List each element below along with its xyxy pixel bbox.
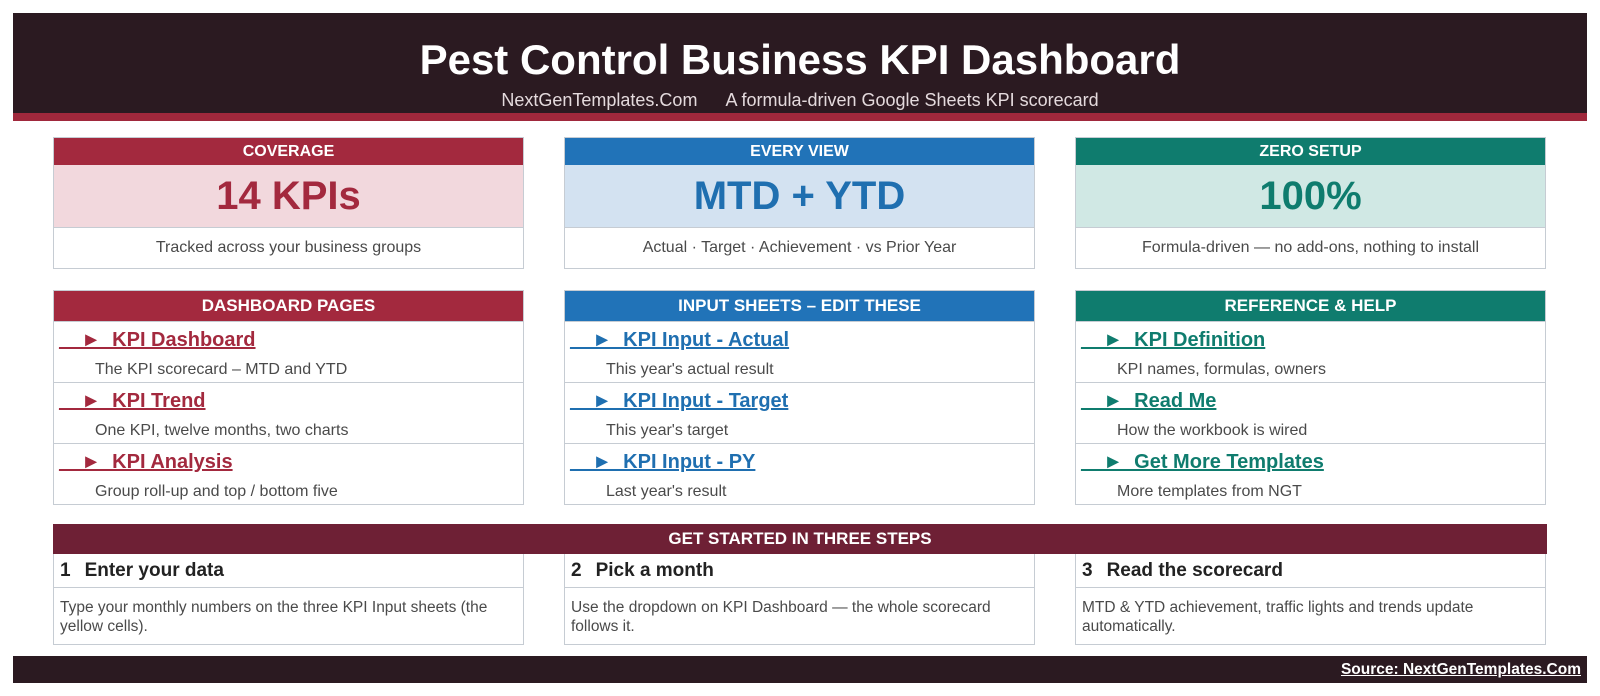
nav-card-caption: INPUT SHEETS – EDIT THESE <box>565 291 1034 321</box>
dashboard-pages-card: DASHBOARD PAGES __►_KPI Dashboard The KP… <box>53 290 524 505</box>
kpi-card-caption: ZERO SETUP <box>1076 138 1545 165</box>
step-card-3: 3 Read the scorecard MTD & YTD achievemen… <box>1075 554 1546 645</box>
nav-item-kpi-dashboard: __►_KPI Dashboard The KPI scorecard – MT… <box>54 321 523 382</box>
nav-item-description: One KPI, twelve months, two charts <box>95 422 349 439</box>
kpi-card-coverage: COVERAGE 14 KPIs Tracked across your bus… <box>53 137 524 269</box>
kpi-definition-link[interactable]: __►_KPI Definition <box>1081 329 1266 351</box>
kpi-card-caption: EVERY VIEW <box>565 138 1034 165</box>
nav-item-description: This year's target <box>606 422 729 439</box>
nav-item-kpi-definition: __►_KPI Definition KPI names, formulas, … <box>1076 321 1545 382</box>
kpi-card-description: Tracked across your business groups <box>54 227 523 268</box>
nav-item-read-me: __►_Read Me How the workbook is wired <box>1076 382 1545 443</box>
nav-item-input-py: __►_KPI Input - PY Last year's result <box>565 443 1034 504</box>
kpi-input-actual-link[interactable]: __►_KPI Input - Actual <box>570 329 790 351</box>
page-title: Pest Control Business KPI Dashboard <box>419 36 1181 83</box>
nav-item-description: How the workbook is wired <box>1117 422 1308 439</box>
header-tagline: A formula-driven Google Sheets KPI score… <box>725 90 1099 110</box>
get-more-templates-link[interactable]: __►_Get More Templates <box>1081 451 1324 473</box>
header-accent-stripe <box>13 113 1587 121</box>
step-heading: 3 Read the scorecard <box>1076 554 1545 588</box>
step-heading: 2 Pick a month <box>565 554 1034 588</box>
step-title: Read the scorecard <box>1106 560 1283 581</box>
footer-bar: Source: NextGenTemplates.Com <box>13 656 1587 683</box>
step-card-1: 1 Enter your data Type your monthly numbe… <box>53 554 524 645</box>
step-card-2: 2 Pick a month Use the dropdown on KPI Da… <box>564 554 1035 645</box>
header-banner: Pest Control Business KPI Dashboard Next… <box>13 13 1587 113</box>
step-body: Use the dropdown on KPI Dashboard — the … <box>571 599 991 635</box>
nav-item-description: Group roll-up and top / bottom five <box>95 483 338 500</box>
kpi-trend-link[interactable]: __►_KPI Trend <box>59 390 206 412</box>
step-title: Pick a month <box>595 560 714 581</box>
site-name: NextGenTemplates.Com <box>501 90 698 110</box>
kpi-card-value: MTD + YTD <box>565 165 1034 227</box>
read-me-link[interactable]: __►_Read Me <box>1081 390 1217 412</box>
source-link[interactable]: Source: NextGenTemplates.Com <box>1340 661 1581 678</box>
steps-heading: GET STARTED IN THREE STEPS <box>53 524 1547 554</box>
nav-card-caption: REFERENCE & HELP <box>1076 291 1545 321</box>
kpi-card-caption: COVERAGE <box>54 138 523 165</box>
reference-help-card: REFERENCE & HELP __►_KPI Definition KPI … <box>1075 290 1546 505</box>
kpi-analysis-link[interactable]: __►_KPI Analysis <box>59 451 233 473</box>
kpi-input-py-link[interactable]: __►_KPI Input - PY <box>570 451 756 473</box>
nav-item-description: Last year's result <box>606 483 727 500</box>
step-number: 2 <box>571 560 582 581</box>
input-sheets-card: INPUT SHEETS – EDIT THESE __►_KPI Input … <box>564 290 1035 505</box>
kpi-dashboard-link[interactable]: __►_KPI Dashboard <box>59 329 256 351</box>
step-body: Type your monthly numbers on the three K… <box>60 599 488 635</box>
nav-item-description: The KPI scorecard – MTD and YTD <box>95 361 348 378</box>
nav-item-kpi-trend: __►_KPI Trend One KPI, twelve months, tw… <box>54 382 523 443</box>
kpi-card-value: 100% <box>1076 165 1545 227</box>
nav-card-caption: DASHBOARD PAGES <box>54 291 523 321</box>
nav-item-description: KPI names, formulas, owners <box>1117 361 1326 378</box>
step-title: Enter your data <box>84 560 224 581</box>
step-heading: 1 Enter your data <box>54 554 523 588</box>
kpi-card-zero-setup: ZERO SETUP 100% Formula-driven — no add-… <box>1075 137 1546 269</box>
nav-item-description: More templates from NGT <box>1117 483 1302 500</box>
kpi-card-every-view: EVERY VIEW MTD + YTD Actual · Target · A… <box>564 137 1035 269</box>
step-number: 1 <box>60 560 71 581</box>
kpi-input-target-link[interactable]: __►_KPI Input - Target <box>570 390 789 412</box>
kpi-card-description: Formula-driven — no add-ons, nothing to … <box>1076 227 1545 268</box>
nav-item-input-target: __►_KPI Input - Target This year's targe… <box>565 382 1034 443</box>
step-number: 3 <box>1082 560 1093 581</box>
kpi-card-value: 14 KPIs <box>54 165 523 227</box>
step-body: MTD & YTD achievement, traffic lights an… <box>1082 599 1474 635</box>
nav-item-input-actual: __►_KPI Input - Actual This year's actua… <box>565 321 1034 382</box>
nav-item-get-more-templates: __►_Get More Templates More templates fr… <box>1076 443 1545 504</box>
nav-item-description: This year's actual result <box>606 361 774 378</box>
kpi-card-description: Actual · Target · Achievement · vs Prior… <box>565 227 1034 268</box>
header-subtitle: NextGenTemplates.Com A formula-driven Goo… <box>13 89 1587 111</box>
nav-item-kpi-analysis: __►_KPI Analysis Group roll-up and top /… <box>54 443 523 504</box>
